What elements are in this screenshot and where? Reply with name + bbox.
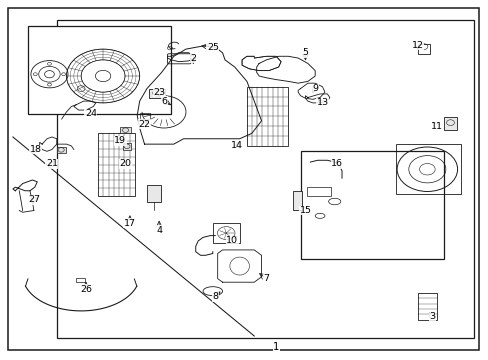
Text: 18: 18 (30, 145, 41, 154)
Bar (246, 87, 288, 146)
Text: 25: 25 (206, 43, 218, 52)
Bar (120, 127, 131, 134)
Bar (395, 144, 461, 194)
Text: 1: 1 (273, 342, 279, 351)
Bar (300, 151, 444, 259)
Text: 15: 15 (299, 206, 311, 215)
Text: 13: 13 (316, 98, 328, 107)
Bar (122, 143, 131, 149)
Bar (306, 187, 330, 196)
Text: 23: 23 (153, 87, 165, 96)
Text: 9: 9 (311, 84, 318, 93)
Text: 14: 14 (231, 141, 243, 150)
Text: 7: 7 (263, 274, 269, 283)
Text: 21: 21 (46, 159, 58, 168)
Text: 20: 20 (119, 159, 131, 168)
Bar (417, 44, 429, 54)
Circle shape (95, 70, 111, 82)
Text: 4: 4 (156, 226, 162, 235)
Text: 26: 26 (80, 285, 92, 294)
Bar (147, 185, 160, 202)
Text: 27: 27 (28, 195, 40, 204)
Text: 3: 3 (428, 312, 434, 321)
Text: 16: 16 (330, 159, 343, 168)
Bar (76, 278, 85, 282)
Bar (27, 26, 171, 114)
Bar (57, 21, 473, 338)
Text: 1: 1 (272, 342, 279, 352)
Bar (140, 113, 150, 119)
Text: 12: 12 (411, 41, 423, 50)
Text: 8: 8 (212, 292, 218, 301)
Bar (417, 293, 436, 320)
Circle shape (44, 71, 54, 78)
Text: 22: 22 (138, 120, 150, 129)
Text: 17: 17 (123, 219, 136, 228)
Text: 10: 10 (226, 237, 238, 246)
Bar (212, 223, 239, 243)
Bar (293, 191, 302, 211)
Bar (57, 147, 65, 153)
Text: 2: 2 (190, 54, 196, 63)
Bar (149, 89, 164, 98)
Text: 6: 6 (161, 96, 167, 105)
Text: 24: 24 (85, 109, 97, 118)
Bar (444, 117, 456, 130)
Text: 11: 11 (430, 122, 442, 131)
Text: 19: 19 (114, 136, 126, 145)
Text: 5: 5 (302, 48, 308, 57)
Bar (98, 134, 135, 196)
